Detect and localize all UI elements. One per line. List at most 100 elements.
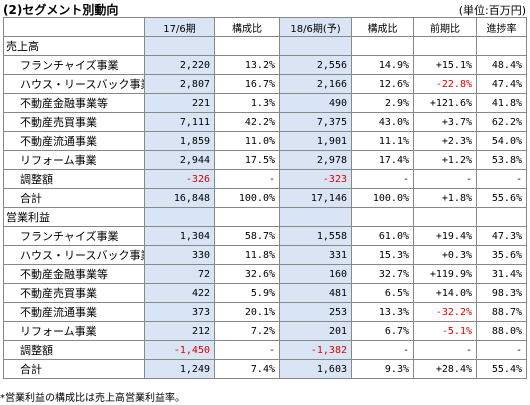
value-cell: 2,556 [279,55,352,75]
section-label: 営業利益 [3,207,145,227]
row-label: 合計 [3,359,145,379]
value-cell: +15.1% [413,55,477,75]
row-label: フランチャイズ事業 [3,55,145,75]
row-label: リフォーム事業 [3,150,145,170]
section-label: 売上高 [3,36,145,56]
value-cell: 6.7% [351,321,414,341]
section-empty-cell [144,36,215,56]
value-cell: 1,558 [279,226,352,246]
value-cell: 16,848 [144,188,215,208]
table-row: 不動産金融事業等 221 1.3% 490 2.9% +121.6% 41.8% [3,93,527,113]
value-cell: 88.7% [476,302,527,322]
header-row: 17/6期 構成比 18/6期(予) 構成比 前期比 進捗率 [3,17,527,37]
value-cell: 20.1% [214,302,280,322]
value-cell: 2,978 [279,150,352,170]
value-cell: +1.8% [413,188,477,208]
value-cell: 1,859 [144,131,215,151]
table-row: 不動産売買事業 7,111 42.2% 7,375 43.0% +3.7% 62.2% [3,112,527,132]
value-cell: 16.7% [214,74,280,94]
row-label: 不動産金融事業等 [3,93,145,113]
row-label: ハウス・リースバック事業 [3,74,145,94]
section-empty-cell [279,207,352,227]
value-cell: 32.7% [351,264,414,284]
value-cell: 330 [144,245,215,265]
value-cell: 13.3% [351,302,414,322]
table-row: 合計 1,249 7.4% 1,603 9.3% +28.4% 55.4% [3,359,527,379]
value-cell: 14.9% [351,55,414,75]
value-cell: 212 [144,321,215,341]
section-empty-cell [279,36,352,56]
header-cell: 前期比 [413,17,477,37]
value-cell: 54.0% [476,131,527,151]
value-cell: 2,166 [279,74,352,94]
table-body: 売上高 フランチャイズ事業 2,220 13.2% 2,556 14.9% +15.1% 48… [3,36,527,379]
value-cell: 1,901 [279,131,352,151]
value-cell: +0.3% [413,245,477,265]
value-cell: 55.4% [476,359,527,379]
row-label: 合計 [3,188,145,208]
value-cell: -326 [144,169,215,189]
value-cell: +1.2% [413,150,477,170]
value-cell: +121.6% [413,93,477,113]
section-empty-cell [476,207,527,227]
section-empty-cell [351,207,414,227]
table-row: 調整額 -326- -323- - - [3,169,527,189]
value-cell: - [351,340,414,360]
table-row: 不動産売買事業 422 5.9% 481 6.5% +14.0% 98.3% [3,283,527,303]
value-cell: - [214,340,280,360]
table-row: 不動産流通事業 373 20.1% 253 13.3% -32.2% 88.7% [3,302,527,322]
value-cell: +19.4% [413,226,477,246]
value-cell: 201 [279,321,352,341]
table-row: ハウス・リースバック事業 330 11.8% 331 15.3% +0.3% 35.6% [3,245,527,265]
value-cell: -1,382 [279,340,352,360]
section-row: 営業利益 [3,207,527,227]
value-cell: 1,603 [279,359,352,379]
value-cell: 15.3% [351,245,414,265]
value-cell: 48.4% [476,55,527,75]
value-cell: 17.5% [214,150,280,170]
row-label: リフォーム事業 [3,321,145,341]
value-cell: 13.2% [214,55,280,75]
row-label: 不動産流通事業 [3,302,145,322]
value-cell: 98.3% [476,283,527,303]
value-cell: 17.4% [351,150,414,170]
value-cell: 6.5% [351,283,414,303]
value-cell: 9.3% [351,359,414,379]
value-cell: 41.8% [476,93,527,113]
value-cell: 2,220 [144,55,215,75]
section-row: 売上高 [3,36,527,56]
value-cell: - [413,169,477,189]
value-cell: 7.2% [214,321,280,341]
value-cell: 7,375 [279,112,352,132]
row-label: フランチャイズ事業 [3,226,145,246]
header-cell: 構成比 [214,17,280,37]
value-cell: +28.4% [413,359,477,379]
value-cell: -1,450 [144,340,215,360]
value-cell: 31.4% [476,264,527,284]
table-row: フランチャイズ事業 1,304 58.7% 1,558 61.0% +19.4% 47.3% [3,226,527,246]
section-empty-cell [214,36,280,56]
header-cell: 進捗率 [476,17,527,37]
value-cell: 42.2% [214,112,280,132]
value-cell: - [476,340,527,360]
table-row: リフォーム事業 212 7.2% 201 6.7% -5.1% 88.0% [3,321,527,341]
value-cell: - [351,169,414,189]
table-row: リフォーム事業 2,944 17.5% 2,978 17.4% +1.2% 53.8% [3,150,527,170]
title-row: (2)セグメント別動向 (単位:百万円) [0,0,530,17]
value-cell: 11.1% [351,131,414,151]
value-cell: 47.3% [476,226,527,246]
value-cell: 1,249 [144,359,215,379]
value-cell: 100.0% [214,188,280,208]
value-cell: 2.9% [351,93,414,113]
value-cell: +2.3% [413,131,477,151]
segment-table: 17/6期 構成比 18/6期(予) 構成比 前期比 進捗率 売上高 フランチャイ… [3,17,527,379]
value-cell: 373 [144,302,215,322]
value-cell: 62.2% [476,112,527,132]
value-cell: 2,944 [144,150,215,170]
value-cell: +3.7% [413,112,477,132]
value-cell: 11.8% [214,245,280,265]
value-cell: 490 [279,93,352,113]
value-cell: 58.7% [214,226,280,246]
value-cell: 55.6% [476,188,527,208]
table-row: 合計 16,848 100.0% 17,146 100.0% +1.8% 55.6% [3,188,527,208]
